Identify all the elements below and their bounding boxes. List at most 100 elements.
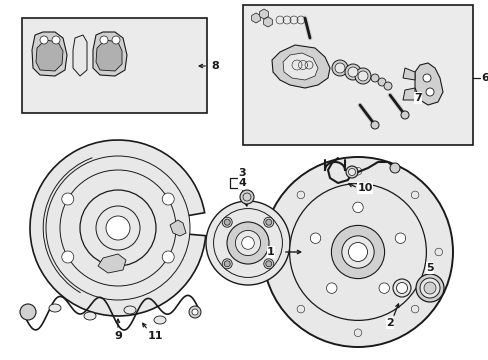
Polygon shape xyxy=(93,32,127,76)
Circle shape xyxy=(341,236,373,268)
Circle shape xyxy=(224,261,230,267)
Circle shape xyxy=(80,190,156,266)
Ellipse shape xyxy=(154,316,165,324)
Text: 10: 10 xyxy=(357,183,372,193)
Polygon shape xyxy=(251,13,260,23)
Circle shape xyxy=(415,274,443,302)
Polygon shape xyxy=(283,53,317,80)
Polygon shape xyxy=(73,35,87,76)
Circle shape xyxy=(162,251,174,263)
Circle shape xyxy=(394,233,405,243)
Circle shape xyxy=(61,251,74,263)
Circle shape xyxy=(353,329,361,337)
Circle shape xyxy=(297,191,304,199)
FancyBboxPatch shape xyxy=(243,5,472,145)
Circle shape xyxy=(434,248,442,256)
Circle shape xyxy=(310,233,320,243)
Circle shape xyxy=(265,261,271,267)
Text: 2: 2 xyxy=(386,318,393,328)
Circle shape xyxy=(240,190,253,204)
Circle shape xyxy=(273,248,281,256)
Circle shape xyxy=(162,193,174,205)
Circle shape xyxy=(263,217,273,227)
Circle shape xyxy=(100,36,108,44)
Circle shape xyxy=(40,36,48,44)
Polygon shape xyxy=(170,220,185,236)
Circle shape xyxy=(52,36,60,44)
Circle shape xyxy=(383,82,391,90)
Circle shape xyxy=(370,121,378,129)
Circle shape xyxy=(370,74,378,82)
Polygon shape xyxy=(263,17,272,27)
Circle shape xyxy=(96,206,140,250)
Circle shape xyxy=(392,279,410,297)
Text: 1: 1 xyxy=(266,247,274,257)
Circle shape xyxy=(400,111,408,119)
Polygon shape xyxy=(271,45,329,88)
Circle shape xyxy=(189,306,201,318)
Circle shape xyxy=(297,305,304,313)
Circle shape xyxy=(222,217,232,227)
Polygon shape xyxy=(32,32,67,76)
Circle shape xyxy=(106,216,130,240)
Circle shape xyxy=(263,157,452,347)
Circle shape xyxy=(423,282,435,294)
Circle shape xyxy=(326,283,336,293)
Circle shape xyxy=(410,305,418,313)
Circle shape xyxy=(422,74,430,82)
Circle shape xyxy=(378,283,388,293)
Circle shape xyxy=(410,191,418,199)
Text: 5: 5 xyxy=(426,263,433,273)
Polygon shape xyxy=(414,63,442,105)
Text: 3: 3 xyxy=(238,168,245,178)
Circle shape xyxy=(112,36,120,44)
Circle shape xyxy=(61,193,74,205)
Circle shape xyxy=(241,237,254,249)
Polygon shape xyxy=(259,9,268,19)
Circle shape xyxy=(334,63,345,73)
Ellipse shape xyxy=(84,312,96,320)
Circle shape xyxy=(20,304,36,320)
Circle shape xyxy=(235,230,260,256)
Text: 6: 6 xyxy=(480,73,488,83)
Circle shape xyxy=(389,163,399,173)
Wedge shape xyxy=(30,140,205,316)
Polygon shape xyxy=(96,40,122,71)
Circle shape xyxy=(331,225,384,279)
Polygon shape xyxy=(402,88,414,100)
Text: 8: 8 xyxy=(211,61,219,71)
Circle shape xyxy=(345,64,360,80)
Text: 9: 9 xyxy=(114,331,122,341)
Circle shape xyxy=(222,259,232,269)
Circle shape xyxy=(357,71,367,81)
Polygon shape xyxy=(36,40,63,71)
Circle shape xyxy=(213,208,282,278)
Circle shape xyxy=(346,166,357,178)
Circle shape xyxy=(347,67,357,77)
Circle shape xyxy=(396,283,407,293)
Circle shape xyxy=(265,219,271,225)
Circle shape xyxy=(60,170,176,286)
Text: 7: 7 xyxy=(413,93,421,103)
Text: 11: 11 xyxy=(147,331,163,341)
Ellipse shape xyxy=(49,304,61,312)
Circle shape xyxy=(353,167,361,175)
Circle shape xyxy=(377,78,385,86)
Circle shape xyxy=(352,202,363,212)
Ellipse shape xyxy=(124,306,136,314)
Circle shape xyxy=(419,278,439,298)
Text: 4: 4 xyxy=(238,178,245,188)
Circle shape xyxy=(289,184,426,320)
Circle shape xyxy=(46,156,190,300)
Polygon shape xyxy=(98,254,126,273)
Circle shape xyxy=(224,219,230,225)
Circle shape xyxy=(348,168,355,176)
Circle shape xyxy=(243,193,250,201)
Circle shape xyxy=(192,309,198,315)
Circle shape xyxy=(205,201,289,285)
Polygon shape xyxy=(402,68,414,80)
FancyBboxPatch shape xyxy=(22,18,206,113)
Circle shape xyxy=(263,259,273,269)
Circle shape xyxy=(354,68,370,84)
Circle shape xyxy=(348,243,367,261)
